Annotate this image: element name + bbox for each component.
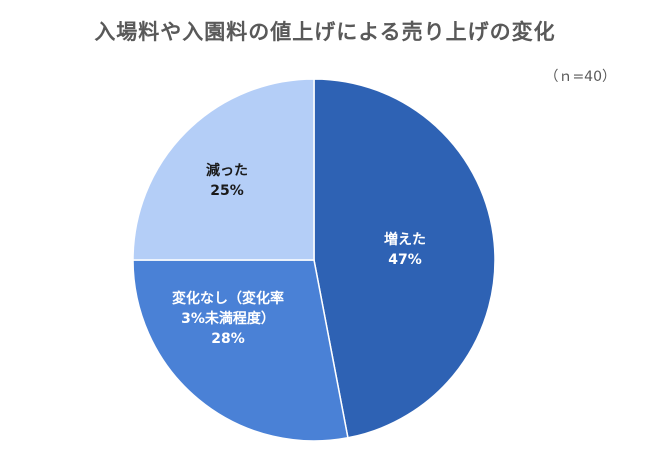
slice-label-line: 25% — [210, 183, 244, 199]
pie-slice-3 — [132, 78, 315, 261]
slice-label-line: 28% — [211, 331, 245, 347]
chart-title: 入場料や入園料の値上げによる売り上げの変化 — [94, 20, 556, 44]
slice-label-line: 3%未満程度） — [181, 310, 275, 327]
slice-label-line: 増えた — [384, 231, 426, 248]
slice-label-2: 変化なし（変化率 3%未満程度） 28% — [172, 290, 284, 347]
sample-size-note: （ｎ=40） — [544, 69, 616, 85]
slice-label-1: 増えた 47% — [384, 231, 426, 268]
slice-label-line: 47% — [388, 252, 422, 268]
slice-label-3: 減った 25% — [206, 162, 248, 199]
slice-label-line: 変化なし（変化率 — [172, 290, 284, 307]
pie-slice-1 — [313, 78, 496, 439]
pie-slice-2 — [132, 259, 349, 442]
slice-label-line: 減った — [206, 162, 248, 179]
